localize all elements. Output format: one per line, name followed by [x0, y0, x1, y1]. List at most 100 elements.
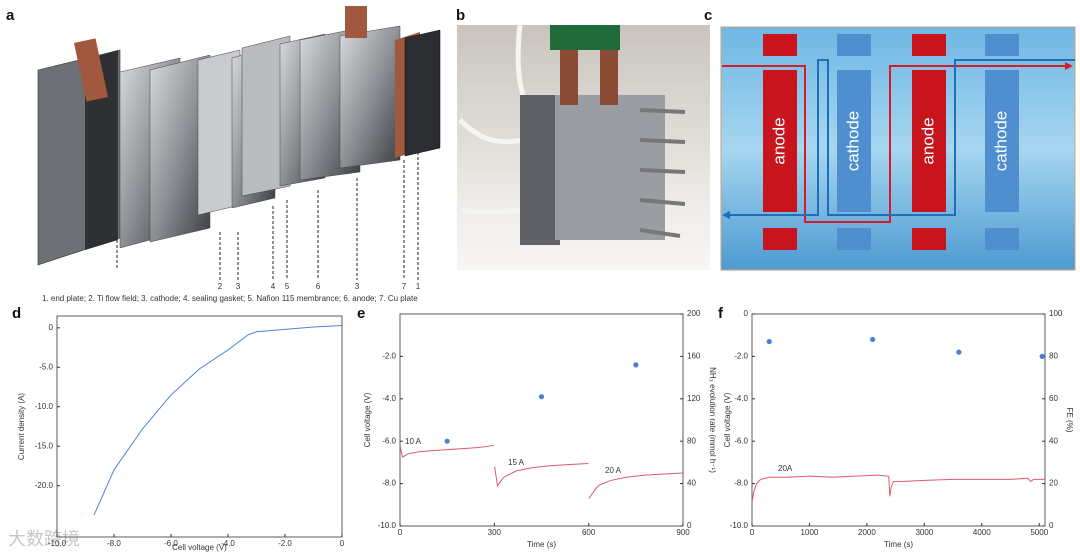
electrode-top	[837, 34, 871, 56]
y-tick-label: 0	[49, 323, 54, 332]
y-tick-label: -8.0	[734, 479, 748, 488]
panel-letter: d	[12, 305, 21, 322]
x-axis-title: Time (s)	[884, 540, 913, 549]
x-tick-label: 300	[488, 528, 502, 537]
electrode-label: cathode	[843, 111, 862, 172]
y2-tick-label: 200	[687, 309, 701, 318]
y2-tick-label: 60	[1049, 394, 1058, 403]
plate	[339, 25, 401, 169]
x-axis-title: Time (s)	[527, 540, 556, 549]
stack	[520, 95, 560, 245]
cu-tab	[74, 38, 108, 102]
electrode-bottom	[912, 228, 946, 250]
cu-tab	[600, 50, 618, 105]
electrode-top	[763, 34, 797, 56]
y-tick-label: -10.0	[378, 521, 397, 530]
panel-letter: b	[456, 7, 465, 24]
part-number: 7	[402, 282, 407, 291]
electrode	[985, 70, 1019, 212]
clip	[550, 25, 620, 50]
y-tick-label: -5.0	[39, 362, 53, 371]
plot-frame	[56, 315, 343, 538]
flow-blue-head	[722, 211, 730, 219]
annotation: 20A	[778, 464, 793, 473]
electrode-top	[985, 34, 1019, 56]
part-number: 4	[271, 282, 276, 291]
annotation: 20 A	[605, 466, 622, 475]
part-number: 3	[355, 282, 360, 291]
x-tick-label: 0	[750, 528, 755, 537]
x-axis-title: Cell voltage (V)	[172, 543, 227, 552]
electrode	[912, 70, 946, 212]
x-tick-label: 5000	[1030, 528, 1048, 537]
electrode-label: cathode	[991, 111, 1010, 172]
bolts	[639, 108, 686, 238]
y-axis-title: Cell voltage (V)	[363, 392, 372, 447]
y-tick-label: -8.0	[382, 479, 396, 488]
y2-tick-label: 0	[687, 521, 692, 530]
x-tick-label: 900	[676, 528, 690, 537]
x-tick-label: 3000	[915, 528, 933, 537]
x-tick-label: 600	[582, 528, 596, 537]
x-tick-label: 2000	[858, 528, 876, 537]
data-line	[399, 444, 684, 499]
electrode-bottom	[837, 228, 871, 250]
data-point	[538, 394, 545, 400]
part-number: 3	[236, 282, 241, 291]
panel-letter: f	[718, 305, 724, 322]
y-tick-label: -10.0	[35, 402, 54, 411]
data-point	[766, 338, 772, 345]
y-tick-label: -4.0	[382, 394, 396, 403]
part-number: 2	[218, 282, 223, 291]
data-point	[444, 438, 450, 444]
data-point	[633, 362, 639, 368]
x-tick-label: -10.0	[48, 539, 67, 548]
y-tick-label: -2.0	[382, 352, 396, 361]
x-tick-label: 0	[398, 528, 403, 537]
electrode	[837, 70, 871, 212]
y2-tick-label: 80	[687, 436, 696, 445]
x-tick-label: -2.0	[278, 539, 292, 548]
end-plate	[404, 29, 441, 157]
plot-frame	[751, 313, 1046, 527]
annotation: 15 A	[508, 458, 525, 467]
panel-letter: e	[357, 305, 365, 322]
data-point	[956, 349, 962, 355]
electrode-label: anode	[769, 117, 788, 164]
data-line	[751, 474, 1045, 503]
plot-frame	[399, 313, 684, 527]
y2-tick-label: 40	[1049, 436, 1058, 445]
annotation: 10 A	[405, 437, 422, 446]
x-tick-label: -4.0	[221, 539, 235, 548]
panel-a: a 1. end plate; 2. Ti flow field; 3. cat…	[6, 6, 441, 303]
part-number: 5	[285, 282, 290, 291]
y2-axis-title: FE (%)	[1065, 408, 1074, 433]
stack-face	[555, 95, 665, 240]
y2-axis-title: NH₃ evolution rate (mmol h⁻¹)	[708, 367, 717, 473]
y-tick-label: -2.0	[734, 352, 748, 361]
panel-b: b	[456, 7, 710, 270]
data-point	[870, 336, 876, 343]
y2-tick-label: 20	[1049, 479, 1058, 488]
electrode-top	[912, 34, 946, 56]
y2-tick-label: 160	[687, 352, 701, 361]
electrode-bottom	[985, 228, 1019, 250]
y-tick-label: -4.0	[734, 394, 748, 403]
y-tick-label: 0	[744, 309, 749, 318]
y2-tick-label: 120	[687, 394, 701, 403]
y-tick-label: -6.0	[734, 436, 748, 445]
y-tick-label: -10.0	[730, 521, 749, 530]
y2-tick-label: 80	[1049, 352, 1058, 361]
y2-tick-label: 0	[1049, 521, 1054, 530]
y-tick-label: -6.0	[382, 436, 396, 445]
x-tick-label: 1000	[801, 528, 819, 537]
plate	[149, 54, 211, 243]
watermark: 大数跨境	[8, 529, 80, 549]
y2-tick-label: 40	[687, 479, 696, 488]
x-tick-label: -6.0	[164, 539, 178, 548]
part-number: 6	[316, 282, 321, 291]
electrode-bottom	[763, 228, 797, 250]
flow-blue	[728, 59, 1075, 216]
cu-tab	[345, 6, 367, 38]
cu-tab	[560, 50, 578, 105]
